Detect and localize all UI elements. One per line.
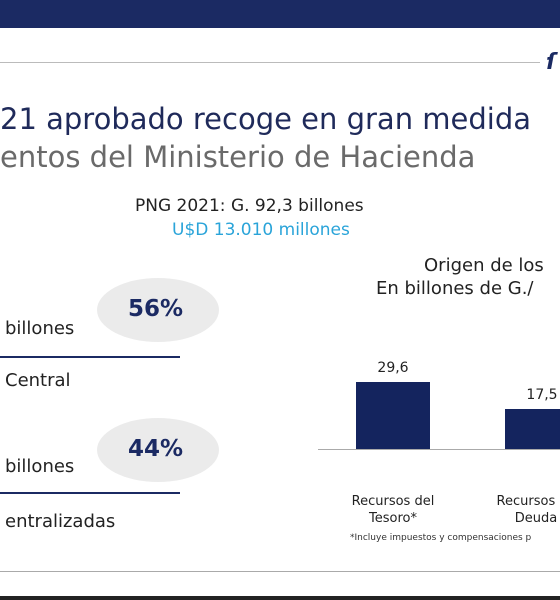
rule: [0, 492, 180, 494]
bar: [505, 409, 560, 449]
top-band: [0, 0, 560, 28]
value-label: 29,6: [377, 360, 409, 376]
title: entos del Ministerio de Hacienda: [0, 140, 476, 174]
baseline: [318, 449, 560, 450]
percent: 56%: [128, 296, 184, 322]
budget-usd: U$D 13.010 millones: [172, 220, 350, 240]
bottom-band: [0, 596, 560, 600]
budget-total: PNG 2021: G. 92,3 billones: [135, 196, 364, 216]
header-rule: [0, 62, 540, 63]
ellipse: [97, 418, 219, 482]
category-label: Recursos de y Deuda P: [496, 494, 560, 526]
amount: billones: [5, 318, 75, 339]
title: 21 aprobado recoge en gran medida: [0, 102, 532, 136]
bar: [356, 382, 430, 449]
item-label: Central: [5, 370, 71, 391]
chart-subtitle: En billones de G./: [376, 278, 534, 299]
logo-fragment: ſ: [546, 50, 556, 75]
value-label: 17,5: [526, 387, 558, 404]
footer-rule: [0, 571, 560, 572]
ellipse: [97, 278, 219, 342]
rule: [0, 356, 180, 358]
chart-title: Origen de los: [424, 255, 544, 276]
item-label: entralizadas: [5, 511, 116, 532]
category-label: Recursos del Tesoro*: [351, 494, 435, 526]
amount: billones: [5, 456, 75, 477]
percent: 44%: [128, 436, 184, 462]
chart-note: *Incluye impuestos y compensaciones p: [350, 533, 532, 543]
